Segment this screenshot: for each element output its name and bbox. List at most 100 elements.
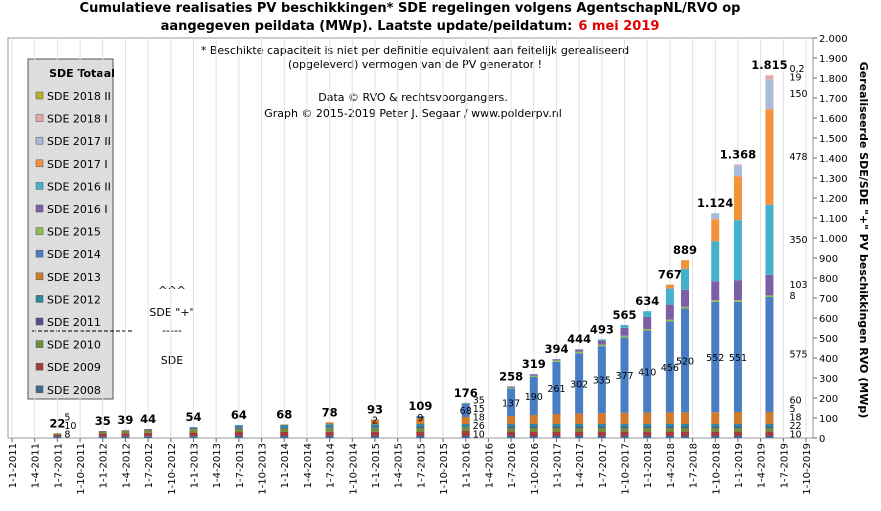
annotation: ^^^	[158, 284, 186, 297]
segment-label: 377	[615, 371, 633, 382]
bar-segment	[597, 339, 606, 341]
bar-segment	[121, 433, 130, 437]
segment-label: 10	[473, 430, 485, 441]
bar-segment	[733, 301, 742, 412]
bar-segment	[620, 428, 629, 432]
total-label: 1.815	[751, 58, 787, 72]
bar-segment	[461, 427, 470, 431]
note: (opgeleverd) vermogen van de PV generato…	[288, 58, 542, 71]
x-tick-label: 1-1-2019	[734, 443, 745, 488]
bar-segment	[416, 428, 425, 432]
segment-label: 0,2	[789, 64, 804, 75]
segment-label: 261	[547, 384, 565, 395]
bar-segment	[144, 429, 153, 430]
bar-segment	[529, 375, 538, 377]
bar-segment	[370, 436, 379, 438]
y-tick-label: 1.200	[819, 194, 848, 205]
segment-label: 18	[473, 413, 485, 424]
y-tick-label: 0	[819, 434, 825, 445]
bar-segment	[507, 416, 516, 424]
bar-segment	[597, 344, 606, 347]
bar-segment	[620, 337, 629, 413]
segment-label: 478	[789, 152, 807, 163]
bar-segment	[507, 427, 516, 428]
segment-label: 19	[789, 72, 801, 83]
bar-segment	[529, 424, 538, 427]
legend-label: SDE 2008	[47, 384, 101, 397]
segment-label: 5	[64, 413, 70, 424]
legend-swatch	[35, 227, 44, 235]
x-tick-label: 1-4-2014	[303, 443, 314, 488]
segment-label: 335	[593, 376, 611, 387]
x-tick-label: 1-10-2013	[258, 443, 269, 495]
segment-label: 22	[789, 421, 801, 432]
bar-segment	[597, 346, 606, 414]
bar-segment	[665, 304, 674, 320]
bar-segment	[529, 431, 538, 436]
bar-segment	[711, 427, 720, 428]
legend-label: SDE 2016 II	[47, 180, 111, 193]
y-axis-title: Gerealiseerde SDE/SDE "+" PV beschikking…	[857, 62, 870, 419]
bar-segment	[507, 436, 516, 438]
legend-swatch	[35, 204, 44, 213]
x-tick-label: 1-4-2018	[666, 443, 677, 488]
bar-segment	[121, 436, 130, 438]
legend-label: SDE 2016 I	[47, 203, 108, 216]
bar-segment	[765, 427, 774, 428]
bar-segment	[325, 424, 334, 428]
legend-swatch	[35, 91, 44, 100]
bar-segment	[681, 424, 690, 427]
bar-segment	[280, 436, 289, 438]
bar-segment	[552, 359, 561, 361]
legend-swatch	[35, 317, 44, 326]
y-tick-label: 1.700	[819, 94, 848, 105]
segment-label: 150	[789, 89, 807, 100]
x-tick-label: 1-1-2013	[189, 443, 200, 488]
legend-swatch	[35, 385, 44, 394]
bar-segment	[643, 311, 652, 317]
x-tick-label: 1-4-2015	[394, 443, 405, 488]
bar-segment	[597, 428, 606, 432]
segment-label: 551	[729, 353, 747, 364]
annotation: SDE "+"	[149, 306, 194, 319]
segment-label: 137	[502, 398, 520, 409]
segment-label: 8	[64, 430, 70, 441]
bar-segment	[765, 297, 774, 412]
bar-segment	[461, 424, 470, 427]
bar-segment	[733, 412, 742, 424]
bar-segment	[370, 427, 379, 429]
note: * Beschikte capaciteit is niet per defin…	[201, 44, 629, 57]
x-tick-label: 1-1-2012	[99, 443, 110, 488]
bar-segment	[98, 431, 107, 434]
bar-segment	[665, 412, 674, 424]
segment-label: 18	[789, 413, 801, 424]
bar-segment	[507, 428, 516, 432]
plot-area	[7, 37, 814, 439]
bar-segment	[234, 436, 243, 438]
bar-segment	[189, 427, 198, 429]
x-tick-label: 1-10-2017	[621, 443, 632, 495]
bar-segment	[711, 213, 720, 220]
bar-segment	[597, 340, 606, 345]
bar-segment	[552, 424, 561, 427]
legend-swatch	[35, 295, 44, 303]
y-tick-label: 1.300	[819, 174, 848, 185]
bar-segment	[575, 431, 584, 436]
bar-segment	[529, 428, 538, 432]
x-tick-label: 1-7-2014	[326, 443, 337, 488]
bar-segment	[620, 431, 629, 436]
bar-segment	[234, 428, 243, 432]
bar-segment	[575, 424, 584, 427]
total-label: 493	[590, 322, 614, 336]
y-tick-label: 1.900	[819, 54, 848, 65]
bar-segment	[665, 424, 674, 427]
legend-label: SDE 2009	[47, 361, 101, 374]
bar-segment	[643, 431, 652, 436]
legend-swatch	[35, 249, 44, 258]
x-tick-label: 1-7-2011	[53, 443, 64, 488]
bar-segment	[733, 280, 742, 301]
x-tick-label: 1-10-2016	[530, 443, 541, 495]
x-tick-label: 1-7-2017	[598, 443, 609, 488]
bar-segment	[681, 428, 690, 432]
x-tick-label: 1-10-2015	[439, 443, 450, 495]
